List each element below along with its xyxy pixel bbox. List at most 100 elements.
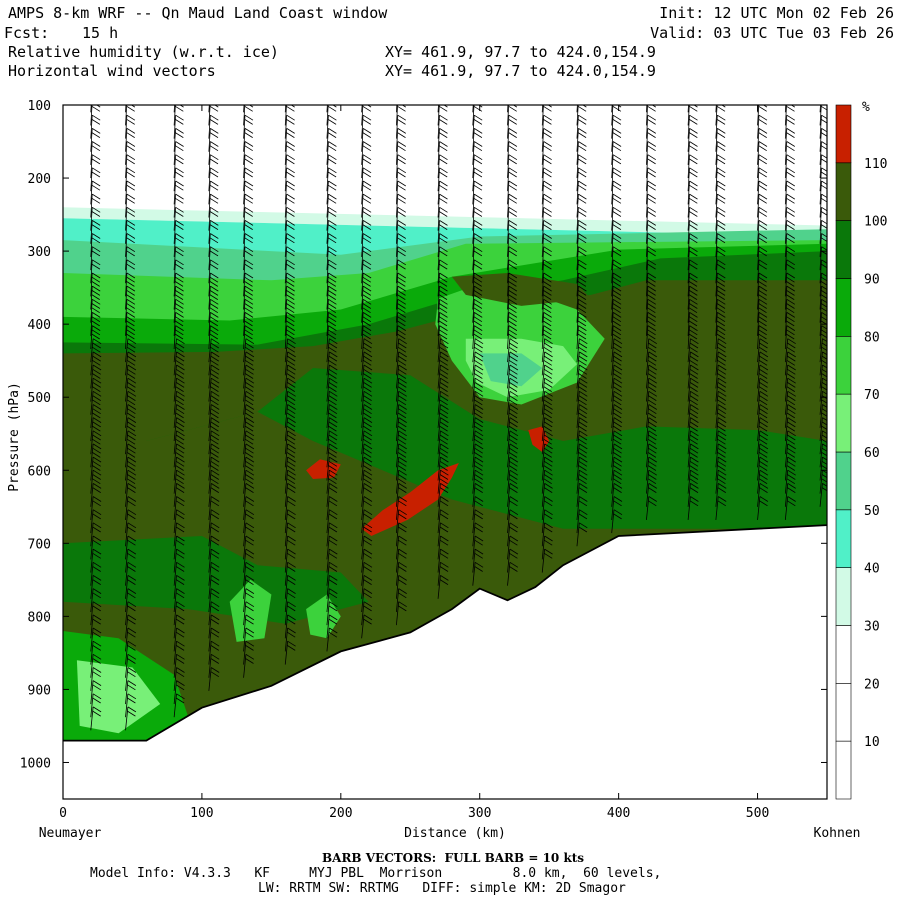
wind-barb-feather — [175, 298, 184, 305]
wind-barb-feather — [175, 465, 184, 471]
wind-barb-feather — [245, 588, 255, 594]
wind-barb-feather — [758, 312, 768, 318]
wind-barb-feather — [127, 408, 136, 415]
wind-barb-feather — [287, 483, 296, 489]
wind-barb-shaft — [472, 509, 476, 534]
wind-barb-feather — [648, 408, 657, 415]
wind-barb-shaft — [208, 522, 212, 547]
wind-barb-feather — [474, 364, 484, 371]
wind-barb-feather — [127, 368, 136, 375]
wind-barb-feather — [758, 105, 767, 112]
wind-barb-shaft — [437, 312, 440, 336]
wind-barb-shaft — [715, 141, 718, 165]
wind-barb-feather — [209, 250, 219, 257]
wind-barb-feather — [613, 430, 623, 437]
wind-barb-shaft — [395, 364, 400, 389]
wind-barb-feather — [689, 452, 698, 458]
wind-barb-feather — [647, 478, 657, 485]
wind-barb-feather — [578, 474, 588, 480]
wind-barb-feather — [613, 474, 622, 480]
wind-barb-feather — [176, 535, 185, 542]
wind-barb-feather — [647, 220, 657, 226]
wind-barb-feather — [127, 631, 136, 638]
wind-barb-feather — [508, 184, 517, 191]
wind-barb-shaft — [90, 259, 93, 284]
wind-barb-shaft — [576, 220, 579, 244]
wind-barb-shaft — [819, 154, 822, 179]
wind-barb-feather — [329, 535, 338, 542]
wind-barb-feather — [612, 237, 622, 244]
wind-barb-feather — [543, 197, 552, 204]
wind-barb-feather — [787, 447, 796, 454]
wind-barb-feather — [244, 224, 253, 230]
wind-barb-feather — [286, 233, 295, 239]
wind-barb-feather — [286, 452, 296, 458]
wind-barb-feather — [245, 368, 254, 375]
wind-barb-shaft — [208, 614, 212, 639]
wind-barb-feather — [579, 390, 588, 397]
wind-barb-feather — [473, 119, 483, 125]
colorbar-segment — [835, 104, 852, 164]
wind-barb-feather — [397, 316, 406, 323]
wind-barb-shaft — [395, 325, 399, 350]
wind-barb-shaft — [326, 549, 330, 573]
wind-barb-feather — [287, 588, 296, 594]
wind-barb-feather — [439, 438, 448, 445]
wind-barb-feather — [821, 395, 827, 400]
wind-barb-shaft — [326, 443, 330, 468]
wind-barb-feather — [286, 329, 295, 336]
colorbar-label: 80 — [864, 330, 880, 345]
wind-barb-feather — [210, 114, 219, 121]
wind-barb-shaft — [784, 272, 788, 297]
wind-barb-feather — [508, 263, 517, 270]
wind-barb-feather — [92, 526, 101, 533]
y-tick-label: 1000 — [20, 756, 51, 771]
wind-barb-feather — [397, 290, 406, 296]
wind-barb-feather — [398, 526, 407, 533]
wind-barb-feather — [362, 276, 372, 283]
wind-barb-shaft — [90, 141, 93, 165]
wind-barb-shaft — [208, 105, 211, 126]
wind-barb-feather — [245, 539, 254, 546]
wind-barb-shaft — [784, 180, 788, 205]
wind-barb-shaft — [243, 601, 247, 626]
wind-barb-shaft — [507, 522, 511, 547]
wind-barb-shaft — [395, 154, 399, 179]
wind-barb-feather — [362, 220, 372, 226]
wind-barb-feather — [126, 329, 135, 336]
wind-barb-shaft — [757, 351, 761, 376]
wind-barb-shaft — [395, 496, 400, 520]
wind-barb-feather — [175, 438, 184, 445]
wind-barb-feather — [244, 294, 253, 300]
wind-barb-shaft — [326, 457, 330, 481]
wind-barb-shaft — [541, 483, 545, 507]
wind-barb-feather — [328, 474, 338, 480]
wind-barb-feather — [787, 342, 796, 349]
wind-barb-shaft — [646, 105, 648, 113]
wind-barb-shaft — [208, 562, 212, 586]
wind-barb-feather — [612, 312, 622, 318]
wind-barb-shaft — [472, 194, 475, 218]
wind-barb-feather — [716, 303, 726, 309]
wind-barb-feather — [613, 456, 623, 463]
wind-barb-shaft — [757, 470, 761, 494]
wind-barb-feather — [398, 548, 407, 555]
wind-barb-feather — [647, 272, 657, 279]
wind-barb-feather — [244, 290, 253, 296]
colorbar-segment — [835, 740, 852, 800]
wind-barb-feather — [438, 197, 448, 204]
wind-barb-shaft — [687, 272, 690, 297]
wind-barb-feather — [821, 272, 827, 277]
wind-barb-shaft — [361, 105, 363, 113]
wind-barb-shaft — [611, 351, 615, 376]
wind-barb-shaft — [507, 272, 510, 297]
wind-barb-feather — [508, 359, 518, 366]
wind-barb-feather — [612, 105, 622, 112]
wind-barb-feather — [126, 211, 135, 217]
wind-barb-feather — [689, 197, 698, 204]
wind-barb-feather — [578, 346, 587, 353]
field-label-humidity: Relative humidity (w.r.t. ice) — [8, 43, 279, 61]
wind-barb-feather — [473, 307, 482, 314]
wind-barb-feather — [821, 325, 827, 330]
wind-barb-feather — [717, 469, 727, 476]
